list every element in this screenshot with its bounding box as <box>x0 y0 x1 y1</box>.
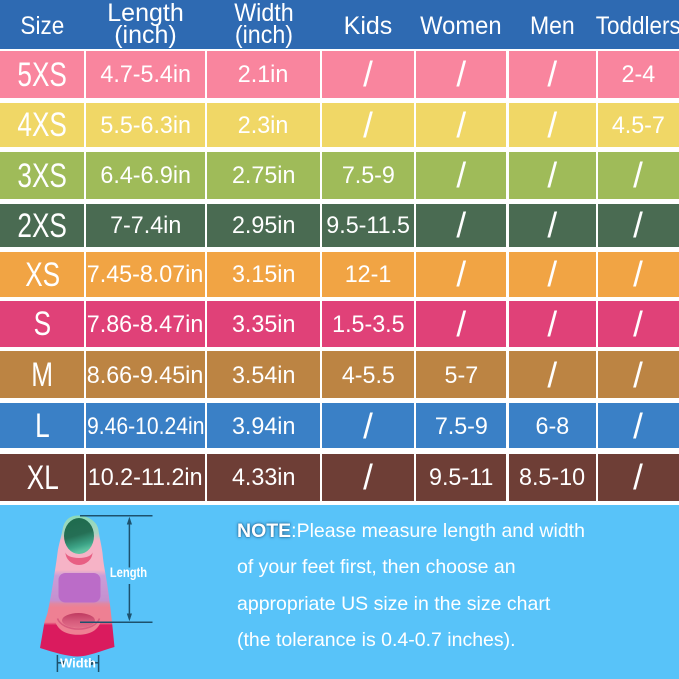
svg-text:Length: Length <box>110 565 147 580</box>
svg-text:Width: Width <box>60 656 96 671</box>
